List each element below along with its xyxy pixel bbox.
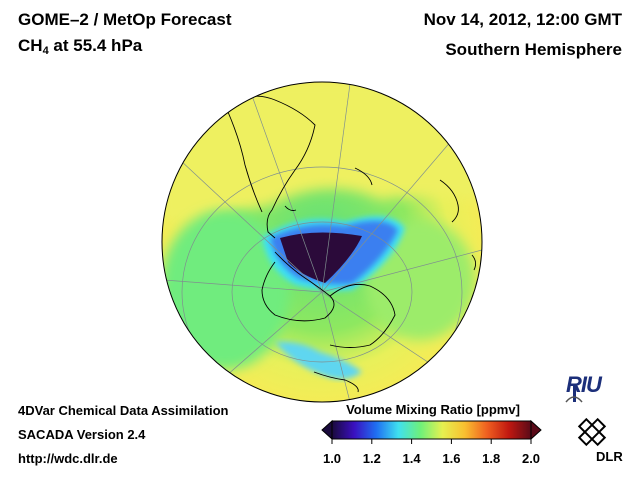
high-value-belt <box>162 82 482 225</box>
methane-minimum <box>280 232 362 283</box>
graticule <box>163 83 482 402</box>
map-title: GOME–2 / MetOp Forecast <box>18 10 232 29</box>
dlr-logo-text: DLR <box>596 449 623 464</box>
colorbar-title: Volume Mixing Ratio [ppmv] <box>346 402 520 417</box>
footer-version: SACADA Version 2.4 <box>18 427 146 442</box>
colorbar-tick-label: 1.2 <box>362 451 381 466</box>
pressure-level: at 55.4 hPa <box>48 36 143 55</box>
green-region <box>162 210 290 370</box>
colorbar-tick-label: 1.8 <box>482 451 501 466</box>
riu-logo-text: RIU <box>566 372 602 397</box>
forecast-date: Nov 14, 2012, 12:00 GMT <box>423 10 622 29</box>
species-level-label: CH4 at 55.4 hPa <box>18 36 142 57</box>
coastlines <box>227 95 477 393</box>
species-name: CH <box>18 36 43 55</box>
footer-method: 4DVar Chemical Data Assimilation <box>18 403 229 418</box>
colorbar-tick-label: 2.0 <box>521 451 541 466</box>
hemisphere-label: Southern Hemisphere <box>445 40 622 59</box>
colorbar-tick-label: 1.6 <box>442 451 461 466</box>
low-value-streak <box>275 341 362 380</box>
footer-url: http://wdc.dlr.de <box>18 451 118 466</box>
colorbar-tick-label: 1.4 <box>402 451 421 466</box>
globe-outline <box>161 81 483 403</box>
colorbar-tick-label: 1.0 <box>322 451 342 466</box>
species-subscript: 4 <box>42 45 49 57</box>
